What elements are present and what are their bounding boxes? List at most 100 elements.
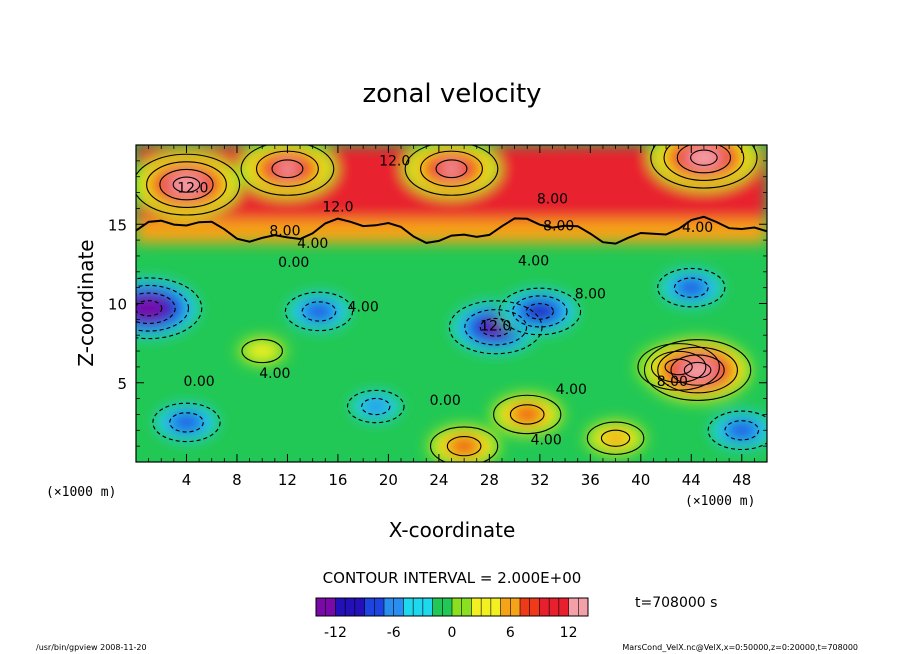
colorbar-seg-16 bbox=[471, 598, 482, 616]
contour-17-3 bbox=[240, 145, 335, 196]
plot-area bbox=[136, 145, 767, 462]
colorbar-tick-0: 0 bbox=[448, 625, 457, 641]
x-tick-label-20: 20 bbox=[379, 471, 398, 489]
colorbar-seg-15 bbox=[461, 598, 472, 616]
contour-0-3 bbox=[136, 284, 190, 332]
contour-8-2 bbox=[650, 350, 707, 383]
velocity-cell-7-3 bbox=[514, 407, 540, 422]
time-label: t=708000 s bbox=[635, 595, 717, 611]
colorbar-seg-6 bbox=[374, 598, 385, 616]
contour-16-1 bbox=[172, 176, 201, 193]
x-tick-label-12: 12 bbox=[278, 471, 297, 489]
contour-label-12: 12.0 bbox=[480, 318, 511, 334]
colorbar-seg-11 bbox=[422, 598, 434, 616]
x-unit-label: (×1000 m) bbox=[685, 494, 755, 509]
x-tick-label-40: 40 bbox=[631, 471, 650, 489]
colorbar-seg-27 bbox=[578, 598, 589, 616]
velocity-cell-0-6 bbox=[137, 301, 160, 315]
contour-9-3 bbox=[657, 346, 738, 394]
contour-13-1 bbox=[600, 429, 631, 447]
y-tick-label-5: 5 bbox=[117, 375, 127, 393]
contour-label-3: 8.00 bbox=[537, 192, 568, 208]
colorbar-seg-1 bbox=[325, 598, 336, 616]
colorbar-seg-26 bbox=[568, 598, 579, 616]
contour-9-4 bbox=[643, 339, 752, 401]
colorbar-seg-22 bbox=[529, 598, 540, 616]
contour-17-1 bbox=[271, 159, 304, 179]
contour-9-2 bbox=[670, 354, 725, 386]
x-tick-label-8: 8 bbox=[232, 471, 242, 489]
chart-title: zonal velocity bbox=[362, 79, 541, 109]
contour-label-16: 4.00 bbox=[556, 382, 587, 398]
colorbar-seg-13 bbox=[442, 598, 453, 616]
contour-12-1 bbox=[446, 435, 482, 457]
colorbar-tick--12: -12 bbox=[324, 625, 347, 641]
x-tick-label-16: 16 bbox=[328, 471, 347, 489]
contour-label-7: 0.00 bbox=[278, 255, 309, 271]
contour-interval: CONTOUR INTERVAL = 2.000E+00 bbox=[323, 569, 582, 587]
contour-15-3 bbox=[663, 145, 745, 181]
colorbar-seg-7 bbox=[384, 598, 395, 616]
colorbar-seg-8 bbox=[393, 598, 404, 616]
contour-label-18: 4.00 bbox=[531, 433, 562, 449]
colorbar-seg-9 bbox=[403, 598, 414, 616]
velocity-cell-13-2 bbox=[602, 430, 629, 447]
velocity-cell-15-6 bbox=[692, 151, 715, 165]
colorbar-seg-21 bbox=[520, 598, 531, 616]
contour-label-17: 8.00 bbox=[657, 374, 688, 390]
velocity-cell-17-5 bbox=[276, 162, 299, 176]
contour-5-1 bbox=[479, 317, 512, 337]
contour-5-2 bbox=[464, 309, 528, 346]
velocity-cell-14-5 bbox=[440, 162, 463, 176]
colorbar-seg-18 bbox=[490, 598, 502, 616]
colorbar-seg-12 bbox=[432, 598, 443, 616]
contour-label-0: 12.0 bbox=[379, 154, 410, 170]
contour-11-1 bbox=[724, 420, 760, 441]
contour-label-4: 8.00 bbox=[543, 219, 574, 235]
y-axis: 5 10 15 bbox=[108, 160, 767, 447]
velocity-cell-6-4 bbox=[528, 304, 552, 319]
contour-16-4 bbox=[136, 153, 241, 216]
contour-10-2 bbox=[657, 267, 726, 308]
contour-1-1 bbox=[169, 412, 204, 433]
colorbar-seg-3 bbox=[345, 598, 356, 616]
contour-4-2 bbox=[346, 389, 405, 424]
footer-left: /usr/bin/gpview 2008-11-20 bbox=[36, 643, 147, 652]
x-axis: 4 8 12 16 20 24 28 32 36 40 44 48 bbox=[148, 145, 755, 489]
contour-11-2 bbox=[707, 410, 767, 451]
contour-label-5: 8.00 bbox=[269, 223, 300, 239]
colorbar-tick--6: -6 bbox=[387, 625, 401, 641]
contour-label-15: 0.00 bbox=[430, 393, 461, 409]
contour-label-10: 4.00 bbox=[348, 299, 379, 315]
x-tick-label-48: 48 bbox=[732, 471, 751, 489]
x-tick-label-36: 36 bbox=[581, 471, 600, 489]
x-tick-label-28: 28 bbox=[480, 471, 499, 489]
contour-0-4 bbox=[136, 277, 203, 340]
contour-6-3 bbox=[498, 287, 582, 336]
contour-label-8: 4.00 bbox=[518, 253, 549, 269]
colorbar-seg-24 bbox=[549, 598, 560, 616]
colorbar-seg-5 bbox=[364, 598, 375, 616]
contour-10-1 bbox=[673, 277, 709, 298]
colorbar-seg-10 bbox=[413, 598, 424, 616]
contour-6-1 bbox=[525, 303, 554, 320]
y-tick-label-10: 10 bbox=[108, 296, 127, 314]
velocity-cell-16-6 bbox=[175, 178, 198, 192]
contour-1-2 bbox=[152, 402, 221, 443]
contour-15-1 bbox=[690, 149, 718, 166]
contour-16-2 bbox=[159, 168, 214, 201]
colorbar-frame bbox=[315, 597, 589, 617]
colorbar-seg-19 bbox=[500, 598, 511, 616]
colorbar: -12 -6 0 6 12 bbox=[315, 597, 589, 641]
colorbar-seg-2 bbox=[335, 598, 346, 616]
colorbar-seg-23 bbox=[539, 598, 550, 616]
velocity-cell-11-3 bbox=[729, 422, 755, 438]
contour-12-2 bbox=[429, 426, 499, 462]
contour-7-1 bbox=[509, 404, 545, 425]
contour-label-13: 4.00 bbox=[259, 366, 290, 382]
velocity-cell-4-2 bbox=[362, 398, 390, 415]
x-tick-label-24: 24 bbox=[429, 471, 448, 489]
velocity-cell-1-3 bbox=[174, 415, 199, 430]
colorbar-seg-20 bbox=[510, 598, 521, 616]
jet-interface-contour bbox=[136, 215, 767, 245]
